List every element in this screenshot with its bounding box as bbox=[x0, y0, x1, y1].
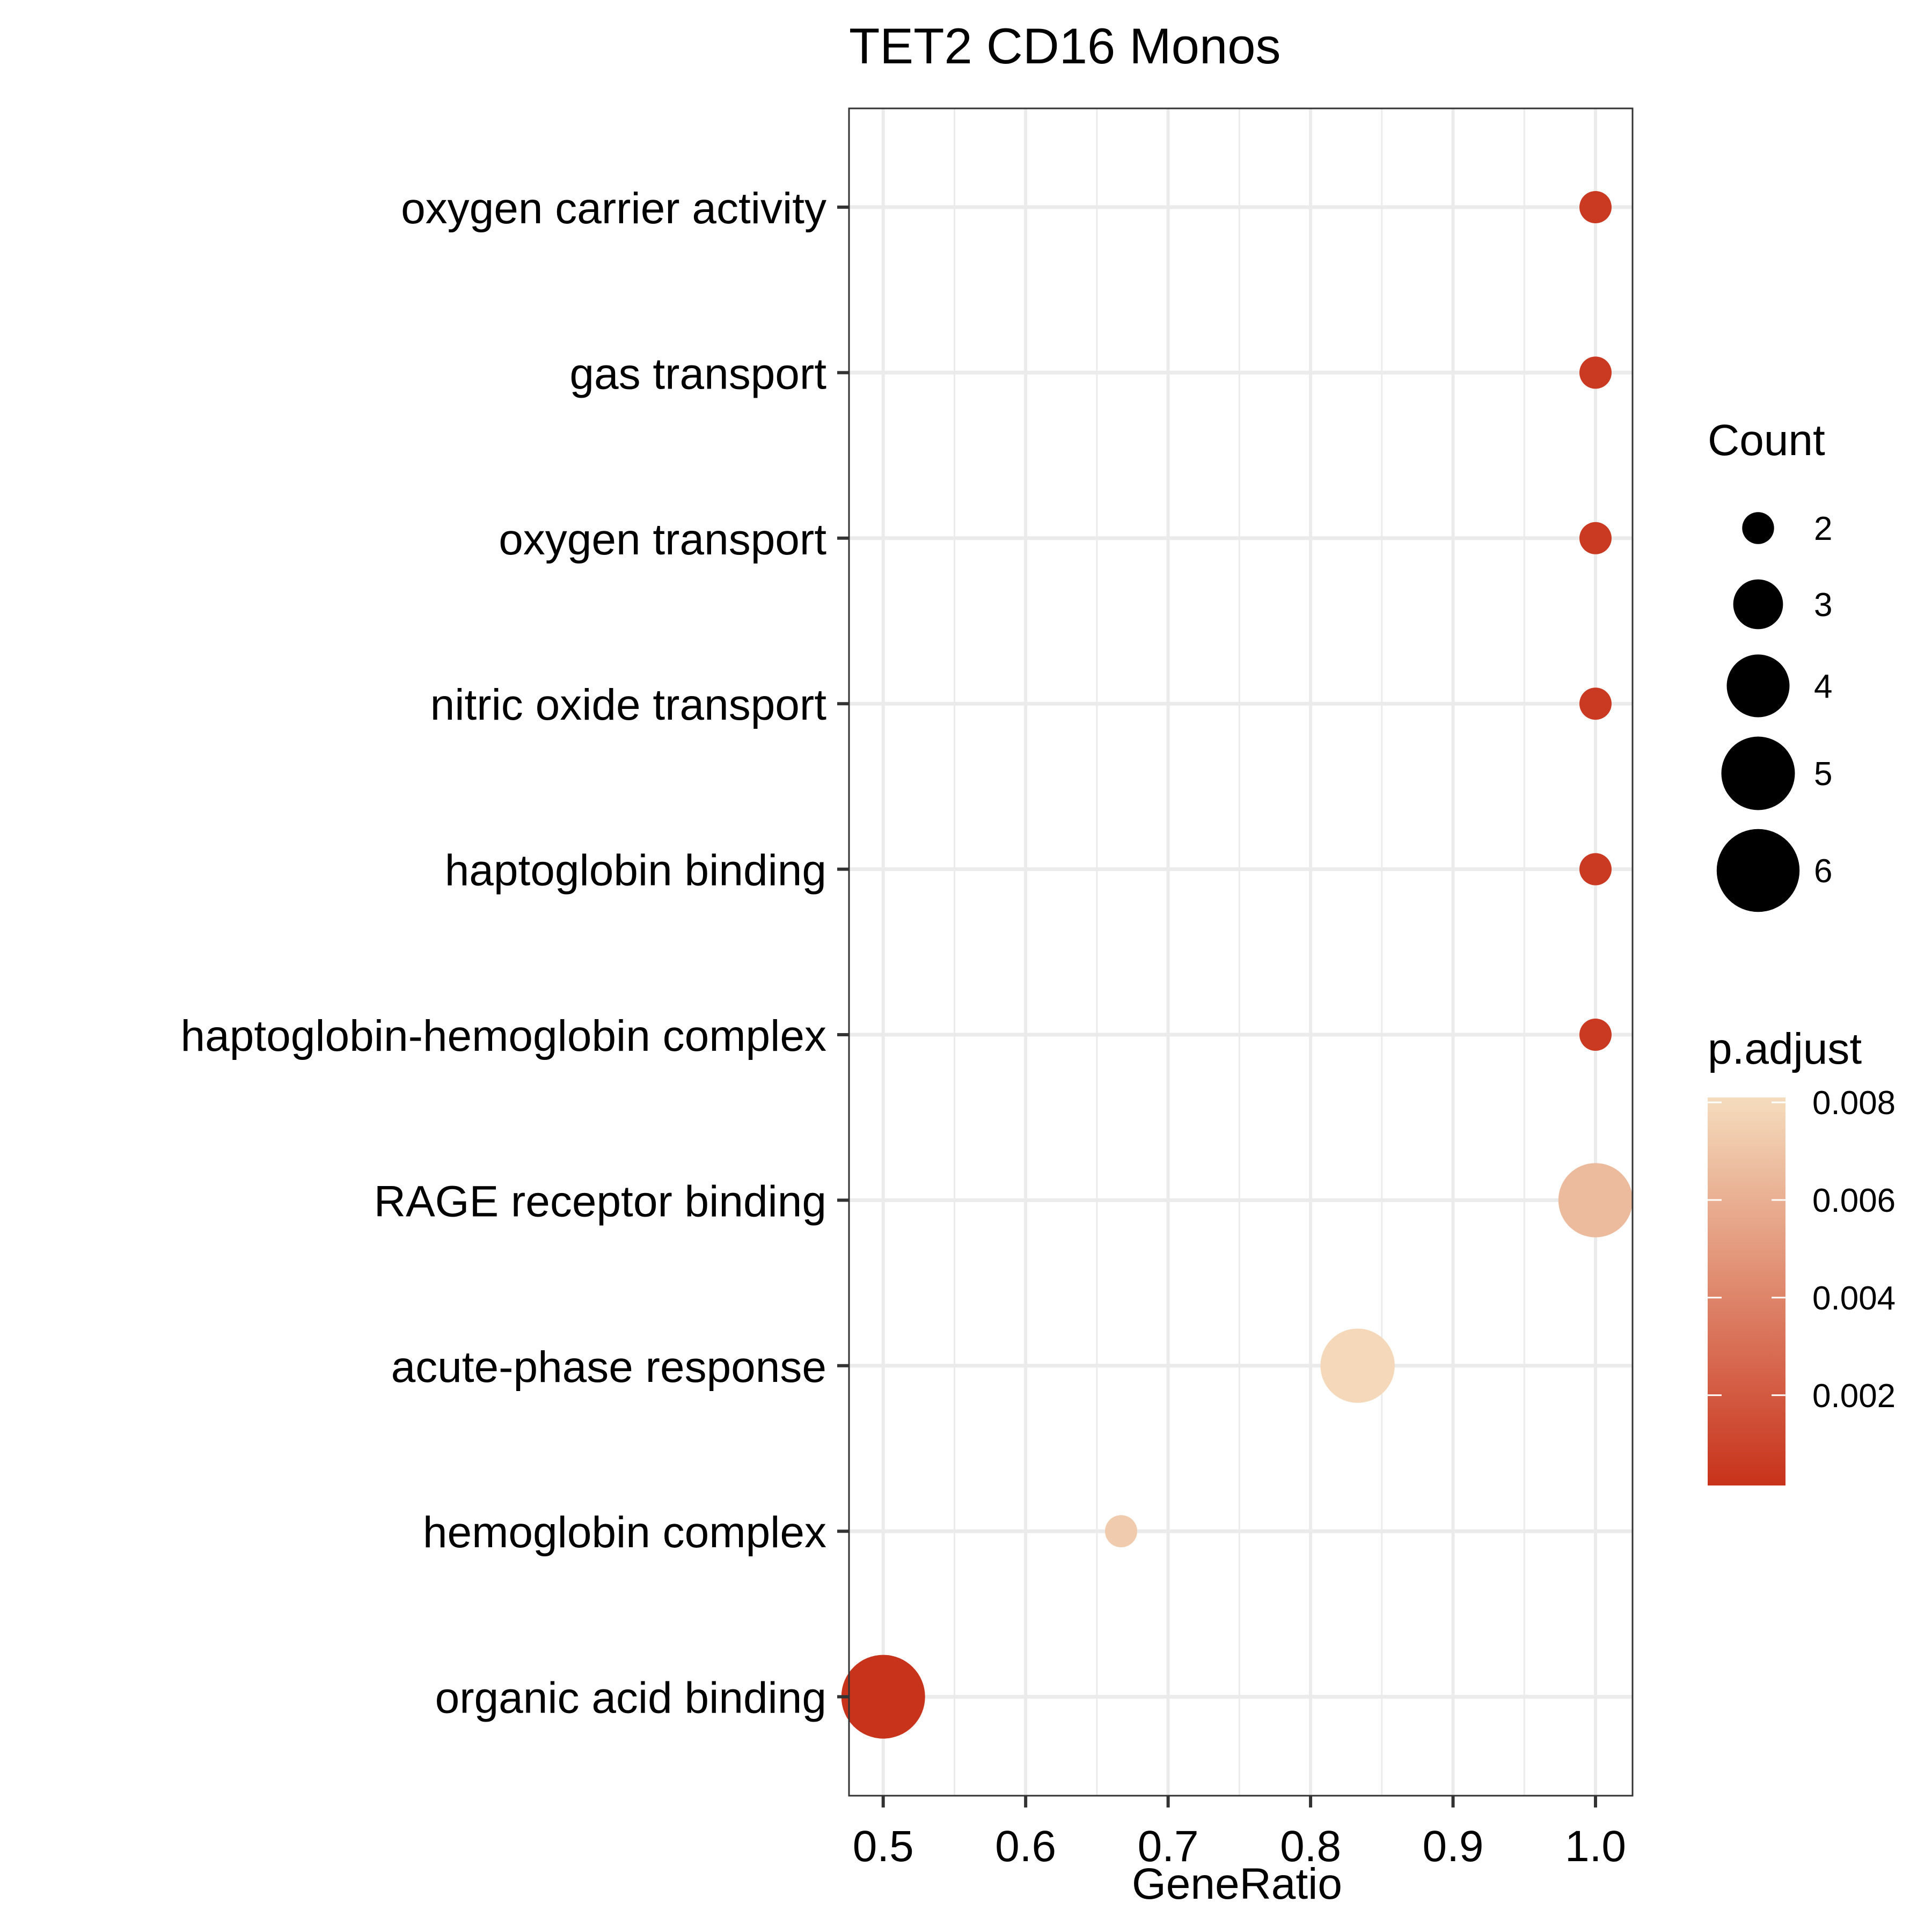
x-axis: 0.5 0.6 0.7 0.8 0.9 1.0 bbox=[853, 1796, 1626, 1871]
p-adjust-colorbar bbox=[1708, 1097, 1785, 1485]
x-tick-label: 0.5 bbox=[853, 1822, 914, 1871]
count-legend-key bbox=[1726, 654, 1790, 718]
y-tick-label: haptoglobin-hemoglobin complex bbox=[181, 1012, 826, 1060]
plot-panel bbox=[841, 107, 1634, 1797]
x-tick-label: 1.0 bbox=[1565, 1822, 1626, 1871]
colorbar-label: 0.004 bbox=[1812, 1280, 1896, 1317]
y-tick-label: gas transport bbox=[569, 349, 826, 398]
y-tick-label: acute-phase response bbox=[391, 1343, 826, 1392]
data-point bbox=[1579, 522, 1612, 554]
data-point bbox=[1579, 853, 1612, 885]
data-point bbox=[1579, 191, 1612, 223]
y-tick-label: hemoglobin complex bbox=[423, 1508, 826, 1557]
data-point bbox=[1579, 356, 1612, 389]
data-point bbox=[1579, 687, 1612, 720]
y-tick-label: RAGE receptor binding bbox=[374, 1177, 826, 1226]
y-axis: oxygen carrier activity gas transport oxyg… bbox=[181, 184, 849, 1723]
x-tick-label: 0.6 bbox=[995, 1822, 1056, 1871]
data-point bbox=[1579, 1019, 1612, 1051]
y-tick-label: haptoglobin binding bbox=[445, 846, 826, 895]
chart-title: TET2 CD16 Monos bbox=[849, 18, 1281, 74]
y-tick-label: organic acid binding bbox=[435, 1674, 826, 1723]
count-legend-key bbox=[1742, 512, 1774, 544]
p-adjust-legend-title: p.adjust bbox=[1708, 1024, 1862, 1073]
colorbar-label: 0.002 bbox=[1812, 1378, 1896, 1415]
y-tick-label: oxygen transport bbox=[499, 515, 826, 564]
data-point bbox=[1320, 1328, 1395, 1403]
panel-border bbox=[848, 107, 1634, 1797]
count-legend-title: Count bbox=[1708, 416, 1825, 465]
count-legend-label: 2 bbox=[1814, 510, 1832, 547]
p-adjust-legend: p.adjust 0.002 0.004 0.006 0.008 bbox=[1708, 1024, 1896, 1485]
data-point bbox=[1105, 1515, 1138, 1548]
x-tick-label: 0.7 bbox=[1138, 1822, 1199, 1871]
data-point bbox=[841, 1655, 925, 1739]
y-tick-label: nitric oxide transport bbox=[430, 680, 827, 729]
colorbar-label: 0.008 bbox=[1812, 1085, 1896, 1122]
colorbar-label: 0.006 bbox=[1812, 1182, 1896, 1219]
count-legend: Count 2 3 4 5 6 bbox=[1708, 416, 1832, 912]
data-point bbox=[1558, 1163, 1633, 1238]
x-tick-label: 0.9 bbox=[1423, 1822, 1484, 1871]
count-legend-label: 5 bbox=[1814, 756, 1832, 793]
x-tick-label: 0.8 bbox=[1280, 1822, 1341, 1871]
count-legend-key bbox=[1733, 579, 1783, 630]
count-legend-key bbox=[1721, 736, 1795, 810]
count-legend-label: 4 bbox=[1814, 668, 1832, 705]
y-tick-label: oxygen carrier activity bbox=[401, 184, 826, 233]
panel-background bbox=[849, 108, 1633, 1796]
count-legend-label: 6 bbox=[1814, 853, 1832, 890]
count-legend-key bbox=[1716, 829, 1800, 912]
x-axis-title: GeneRatio bbox=[1132, 1860, 1342, 1908]
count-legend-label: 3 bbox=[1814, 587, 1832, 624]
